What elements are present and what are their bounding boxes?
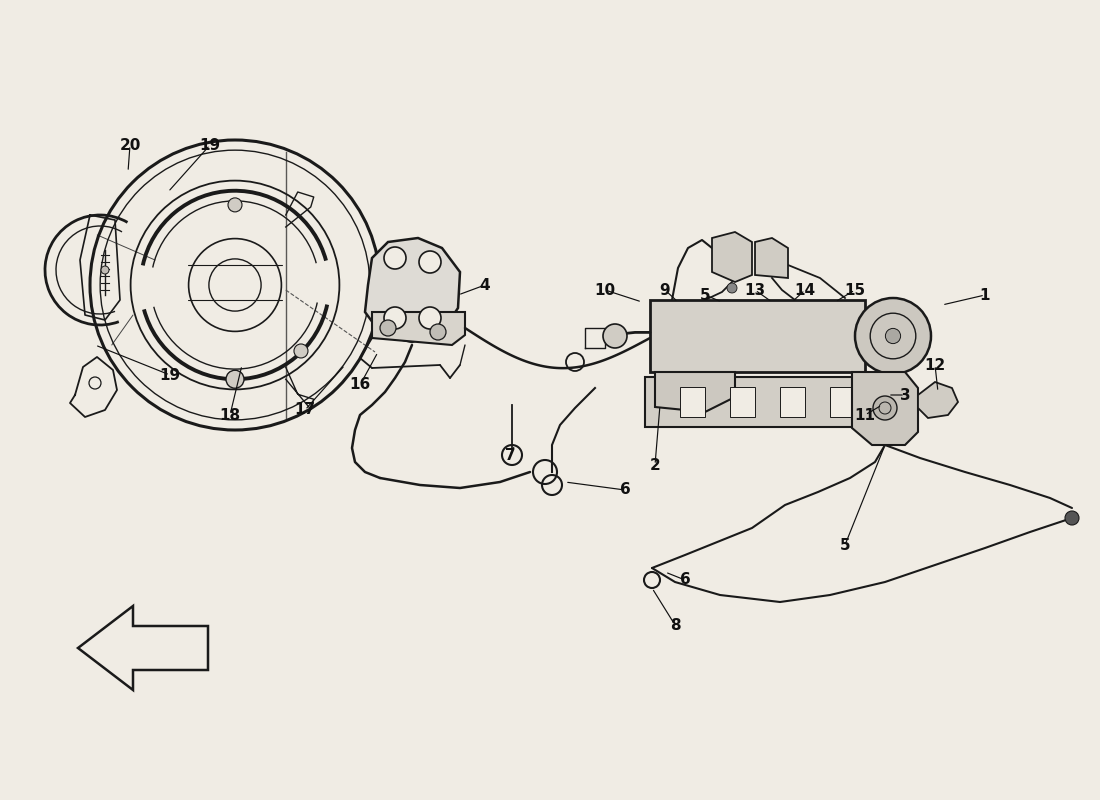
Polygon shape: [654, 372, 735, 412]
Circle shape: [226, 370, 244, 388]
Polygon shape: [645, 377, 884, 427]
Bar: [650, 300, 865, 372]
Text: 19: 19: [160, 367, 180, 382]
Circle shape: [873, 396, 896, 420]
Circle shape: [886, 328, 901, 344]
Polygon shape: [78, 606, 208, 690]
Circle shape: [101, 266, 109, 274]
Polygon shape: [365, 238, 460, 342]
Circle shape: [419, 307, 441, 329]
Text: 6: 6: [619, 482, 630, 498]
Bar: [830, 387, 855, 417]
Text: 17: 17: [295, 402, 316, 418]
Text: 1: 1: [980, 287, 990, 302]
Text: 16: 16: [350, 378, 371, 393]
Text: 12: 12: [924, 358, 946, 373]
Circle shape: [430, 324, 446, 340]
Text: 14: 14: [794, 282, 815, 298]
Circle shape: [384, 247, 406, 269]
Text: 5: 5: [839, 538, 850, 553]
Polygon shape: [712, 232, 752, 282]
Text: 11: 11: [855, 407, 876, 422]
Text: 8: 8: [670, 618, 680, 633]
Bar: [780, 387, 805, 417]
Circle shape: [603, 324, 627, 348]
Text: 9: 9: [660, 282, 670, 298]
Polygon shape: [918, 382, 958, 418]
Polygon shape: [372, 312, 465, 345]
Circle shape: [379, 320, 396, 336]
Bar: [730, 387, 755, 417]
Text: 3: 3: [900, 387, 911, 402]
Circle shape: [727, 283, 737, 293]
Text: 2: 2: [650, 458, 660, 473]
Text: 19: 19: [199, 138, 221, 153]
Text: 10: 10: [594, 282, 616, 298]
Circle shape: [294, 344, 308, 358]
Text: 13: 13: [745, 282, 766, 298]
Circle shape: [384, 307, 406, 329]
Polygon shape: [755, 238, 788, 278]
Circle shape: [228, 198, 242, 212]
Circle shape: [855, 298, 931, 374]
Circle shape: [419, 251, 441, 273]
Text: 20: 20: [119, 138, 141, 153]
Text: 7: 7: [505, 447, 515, 462]
Text: 5: 5: [700, 287, 711, 302]
Text: 15: 15: [845, 282, 866, 298]
Circle shape: [1065, 511, 1079, 525]
Bar: [680, 387, 705, 417]
Text: 18: 18: [219, 407, 241, 422]
Text: 6: 6: [680, 573, 691, 587]
Text: 4: 4: [480, 278, 491, 293]
Polygon shape: [852, 372, 918, 445]
